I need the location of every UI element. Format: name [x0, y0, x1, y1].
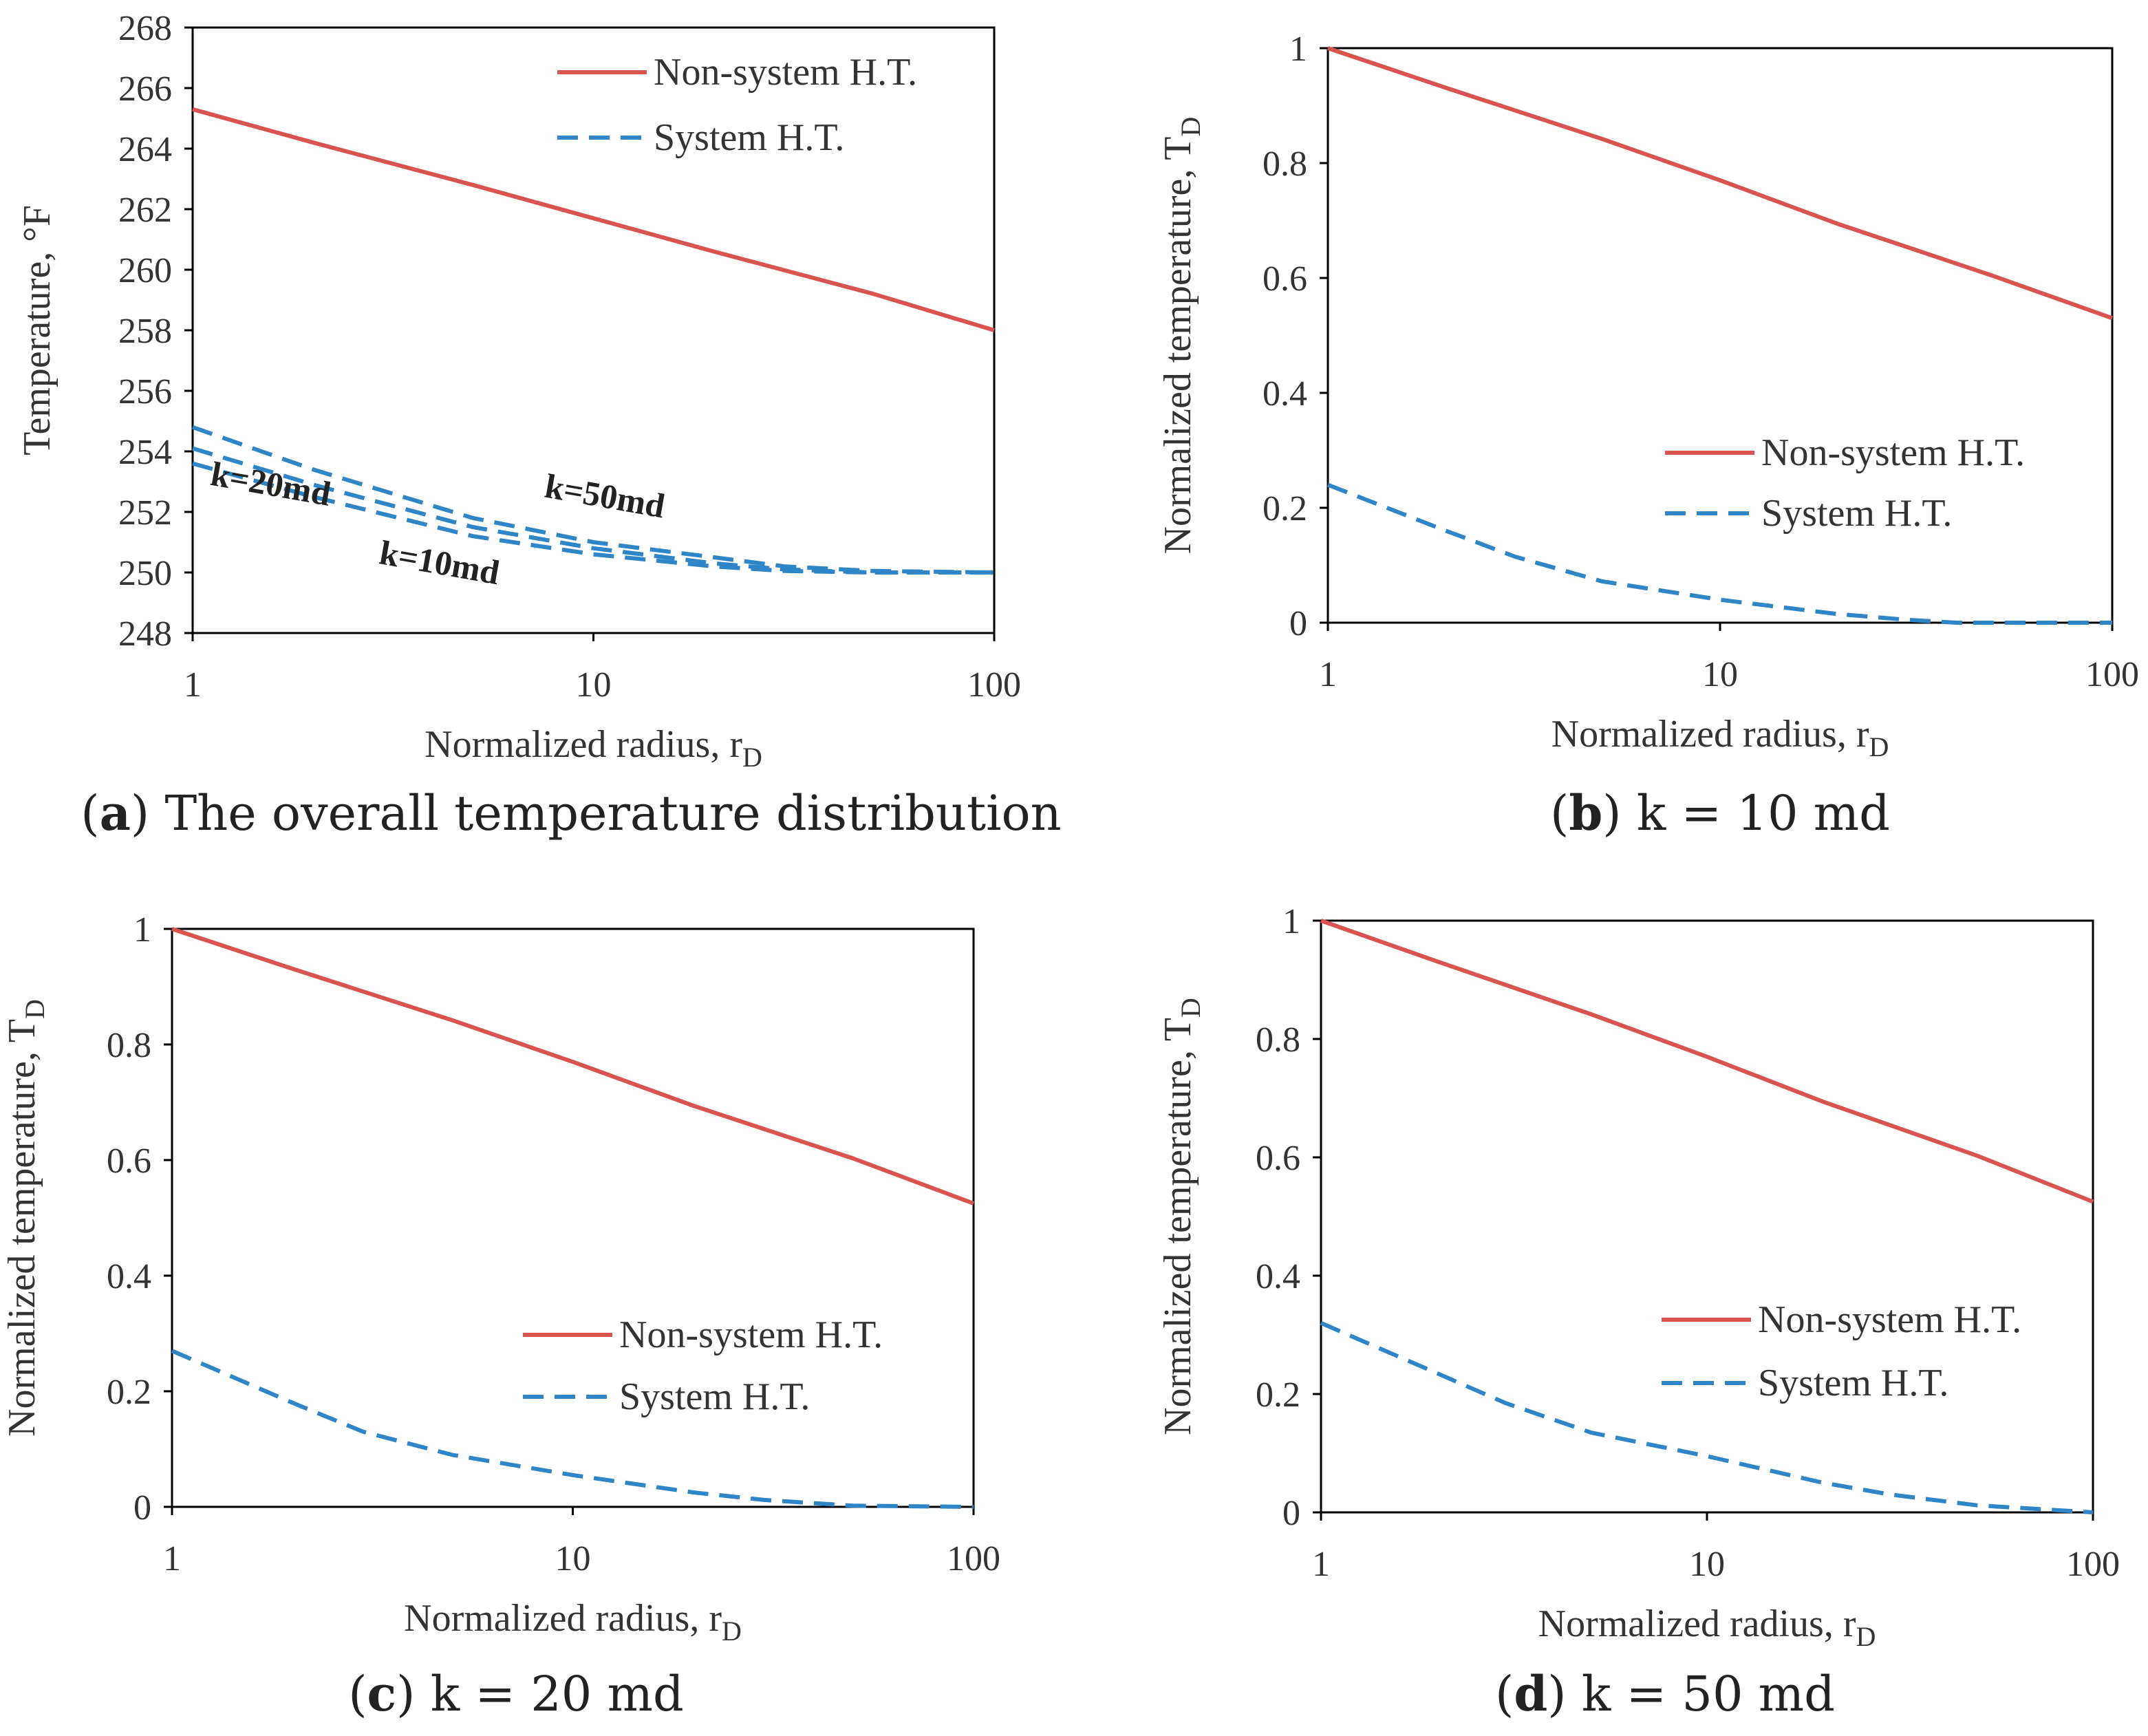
x-tick-label: 100 — [967, 665, 1021, 705]
y-tick-label: 250 — [118, 554, 172, 593]
plot-frame — [1320, 919, 2094, 1514]
y-axis-label: Normalized temperature, TD — [1157, 998, 1206, 1435]
y-tick-label: 260 — [118, 251, 172, 290]
y-tick-label: 0 — [133, 1488, 151, 1528]
chart-d: 0 0.2 0.4 0.6 0.8 1 1 10 100 Normalized radius, r… — [1157, 902, 2120, 1652]
x-tick-label: 10 — [1689, 1545, 1725, 1584]
x-tick-label: 100 — [2066, 1545, 2120, 1584]
plot-frame — [171, 928, 975, 1508]
x-axis-label-subscript: D — [1856, 1621, 1876, 1652]
y-axis-label-subscript: D — [1175, 998, 1206, 1018]
y-tick-label: 0.6 — [107, 1142, 151, 1181]
x-tick-label: 1 — [184, 665, 202, 705]
series-line-system — [1327, 482, 2112, 625]
x-axis-label-subscript: D — [742, 742, 762, 773]
y-tick-label: 262 — [118, 191, 172, 230]
y-tick-label: 248 — [118, 614, 172, 654]
y-tick-label: 268 — [118, 9, 172, 48]
y-axis-label: Temperature, °F — [16, 205, 58, 456]
legend: Non-system H.T. System H.T. — [557, 51, 917, 159]
y-tick-label: 1 — [133, 910, 151, 950]
y-axis-label: Normalized temperature, TD — [1157, 117, 1206, 555]
y-tick-label: 254 — [118, 433, 172, 472]
chart-c: 0 0.2 0.4 0.6 0.8 1 1 10 100 Normalized radius, r… — [1, 910, 1000, 1647]
x-axis-label-subscript: D — [1869, 731, 1889, 762]
y-tick-label: 1 — [1289, 30, 1307, 69]
annotation-label: k=20md — [208, 454, 334, 513]
x-tick-label: 10 — [555, 1539, 591, 1578]
legend: Non-system H.T. System H.T. — [523, 1314, 883, 1418]
legend-label: System H.T. — [619, 1375, 810, 1418]
caption-a: (a) The overall temperature distribution — [80, 784, 1062, 842]
y-tick-label: 0.2 — [1263, 489, 1307, 528]
caption-b: (b) k = 10 md — [1550, 784, 1890, 842]
legend-label: Non-system H.T. — [619, 1314, 883, 1356]
y-tick-label: 0.8 — [1263, 144, 1307, 184]
y-tick-label: 0.8 — [1256, 1020, 1300, 1060]
legend-label: Non-system H.T. — [1761, 431, 2025, 474]
legend-label: System H.T. — [1761, 492, 1952, 535]
y-tick-label: 0 — [1289, 604, 1307, 643]
x-axis-label-subscript: D — [722, 1616, 742, 1647]
chart-a: 248 250 252 254 256 258 260 262 264 266 268 1 10 100 N… — [16, 9, 1021, 773]
y-tick-label: 0.4 — [1256, 1257, 1300, 1296]
x-axis-label: Normalized radius, rD — [425, 723, 762, 773]
y-tick-label: 0.6 — [1263, 259, 1307, 299]
y-axis-label-subscript: D — [19, 999, 50, 1019]
chart-b: 0 0.2 0.4 0.6 0.8 1 1 10 100 Normalized radius, r… — [1157, 30, 2139, 762]
annotation-label: k=50md — [542, 467, 668, 526]
annotation-label: k=10md — [376, 533, 502, 592]
x-tick-label: 1 — [163, 1539, 181, 1578]
y-tick-label: 0.8 — [107, 1026, 151, 1065]
x-axis-label: Normalized radius, rD — [1551, 713, 1889, 762]
legend-label: System H.T. — [1758, 1362, 1948, 1404]
x-tick-label: 100 — [2085, 655, 2139, 694]
x-tick-label: 10 — [1702, 655, 1738, 694]
x-axis-label: Normalized radius, rD — [1538, 1603, 1876, 1652]
y-axis-label: Normalized temperature, TD — [1, 999, 50, 1437]
y-tick-label: 266 — [118, 69, 172, 109]
legend: Non-system H.T. System H.T. — [1662, 1298, 2021, 1404]
series-line-non-system — [1327, 46, 2114, 321]
legend-label: System H.T. — [654, 116, 844, 159]
y-tick-label: 264 — [118, 130, 172, 169]
y-tick-label: 258 — [118, 312, 172, 351]
legend: Non-system H.T. System H.T. — [1665, 431, 2025, 535]
x-tick-label: 1 — [1319, 655, 1337, 694]
x-tick-label: 1 — [1312, 1545, 1330, 1584]
x-axis-label: Normalized radius, rD — [404, 1597, 742, 1647]
y-axis-label-subscript: D — [1175, 117, 1206, 137]
series-line-system — [192, 461, 994, 575]
y-tick-label: 252 — [118, 493, 172, 533]
series-line-non-system — [192, 107, 995, 332]
y-tick-label: 256 — [118, 372, 172, 411]
y-tick-label: 0.6 — [1256, 1139, 1300, 1178]
y-tick-label: 0.4 — [107, 1257, 151, 1296]
series-line-non-system — [1320, 919, 2094, 1204]
y-tick-label: 0.2 — [1256, 1375, 1300, 1415]
series-line-system — [1320, 1321, 2094, 1514]
series-line-system — [171, 1349, 974, 1509]
legend-label: Non-system H.T. — [654, 51, 917, 94]
plot-frame — [1327, 47, 2114, 624]
y-tick-label: 0.4 — [1263, 374, 1307, 414]
series-line-non-system — [171, 927, 975, 1205]
caption-c: (c) k = 20 md — [348, 1665, 684, 1722]
caption-d: (d) k = 50 md — [1495, 1665, 1835, 1722]
x-tick-label: 10 — [576, 665, 612, 705]
legend-label: Non-system H.T. — [1758, 1298, 2021, 1341]
y-tick-label: 0 — [1282, 1494, 1300, 1533]
y-tick-label: 1 — [1282, 902, 1300, 941]
y-tick-label: 0.2 — [107, 1373, 151, 1412]
x-tick-label: 100 — [947, 1539, 1000, 1578]
